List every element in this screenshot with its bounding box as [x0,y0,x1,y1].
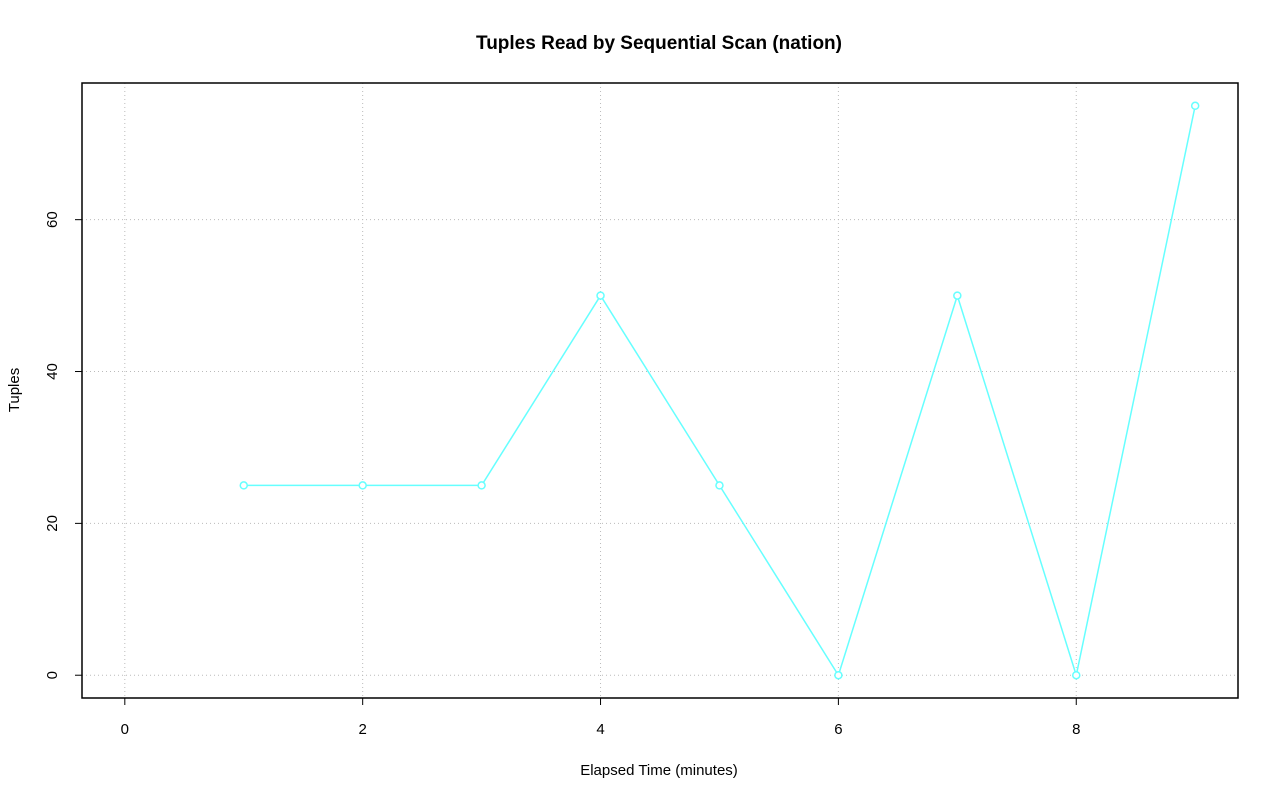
y-tick-label: 60 [44,211,61,228]
x-axis-label: Elapsed Time (minutes) [580,762,738,779]
chart-title: Tuples Read by Sequential Scan (nation) [476,33,842,54]
x-tick-label: 8 [1072,721,1080,738]
x-tick-label: 0 [121,721,129,738]
data-point [477,481,486,490]
y-tick-label: 0 [44,671,61,679]
y-tick-label: 40 [44,363,61,380]
data-point [1072,670,1081,680]
data-point [953,291,962,300]
data-point [715,481,724,490]
y-axis-label: Tuples [6,368,23,412]
x-tick-label: 6 [834,721,842,738]
data-point [1190,101,1200,111]
plot-frame [81,82,1239,699]
x-tick-label: 4 [596,721,604,738]
data-point [358,481,367,490]
y-tick-label: 20 [44,515,61,532]
data-point [834,670,843,680]
data-line [243,105,1196,679]
data-point [596,291,605,300]
data-point [239,481,248,490]
x-tick-label: 2 [359,721,367,738]
